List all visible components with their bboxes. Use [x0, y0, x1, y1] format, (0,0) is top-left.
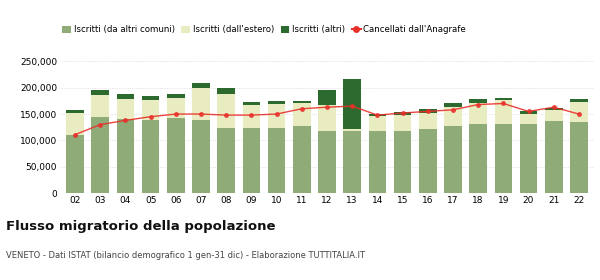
- Bar: [368, 113, 386, 116]
- Bar: [520, 111, 538, 114]
- Bar: [394, 113, 412, 115]
- Bar: [419, 109, 437, 113]
- Bar: [242, 102, 260, 105]
- Bar: [142, 120, 160, 193]
- Text: Flusso migratorio della popolazione: Flusso migratorio della popolazione: [6, 220, 275, 233]
- Bar: [91, 95, 109, 117]
- Bar: [293, 101, 311, 104]
- Bar: [242, 105, 260, 128]
- Bar: [293, 126, 311, 193]
- Bar: [142, 96, 160, 100]
- Bar: [268, 104, 286, 128]
- Bar: [545, 108, 563, 110]
- Text: VENETO - Dati ISTAT (bilancio demografico 1 gen-31 dic) - Elaborazione TUTTITALI: VENETO - Dati ISTAT (bilancio demografic…: [6, 251, 365, 260]
- Legend: Iscritti (da altri comuni), Iscritti (dall'estero), Iscritti (altri), Cancellati: Iscritti (da altri comuni), Iscritti (da…: [59, 22, 469, 38]
- Bar: [293, 104, 311, 126]
- Bar: [394, 131, 412, 193]
- Bar: [66, 110, 84, 113]
- Bar: [268, 101, 286, 104]
- Bar: [520, 123, 538, 193]
- Bar: [570, 122, 588, 193]
- Bar: [116, 94, 134, 99]
- Bar: [545, 110, 563, 121]
- Bar: [217, 88, 235, 94]
- Bar: [419, 129, 437, 193]
- Bar: [570, 99, 588, 102]
- Bar: [217, 128, 235, 193]
- Bar: [494, 100, 512, 123]
- Bar: [318, 90, 336, 104]
- Bar: [91, 90, 109, 95]
- Bar: [570, 102, 588, 122]
- Bar: [343, 129, 361, 131]
- Bar: [343, 131, 361, 193]
- Bar: [368, 131, 386, 193]
- Bar: [494, 98, 512, 100]
- Bar: [419, 113, 437, 129]
- Bar: [167, 94, 185, 98]
- Bar: [469, 104, 487, 123]
- Bar: [167, 118, 185, 193]
- Bar: [368, 116, 386, 131]
- Bar: [66, 113, 84, 135]
- Bar: [217, 94, 235, 128]
- Bar: [192, 120, 210, 193]
- Bar: [66, 135, 84, 193]
- Bar: [444, 107, 462, 126]
- Bar: [318, 104, 336, 131]
- Bar: [116, 119, 134, 193]
- Bar: [318, 131, 336, 193]
- Bar: [192, 88, 210, 120]
- Bar: [469, 123, 487, 193]
- Bar: [444, 126, 462, 193]
- Bar: [116, 99, 134, 119]
- Bar: [469, 99, 487, 104]
- Bar: [192, 83, 210, 88]
- Bar: [444, 103, 462, 107]
- Bar: [242, 128, 260, 193]
- Bar: [142, 100, 160, 120]
- Bar: [520, 114, 538, 123]
- Bar: [545, 121, 563, 193]
- Bar: [268, 128, 286, 193]
- Bar: [91, 117, 109, 193]
- Bar: [343, 79, 361, 129]
- Bar: [394, 115, 412, 131]
- Bar: [494, 123, 512, 193]
- Bar: [167, 98, 185, 118]
